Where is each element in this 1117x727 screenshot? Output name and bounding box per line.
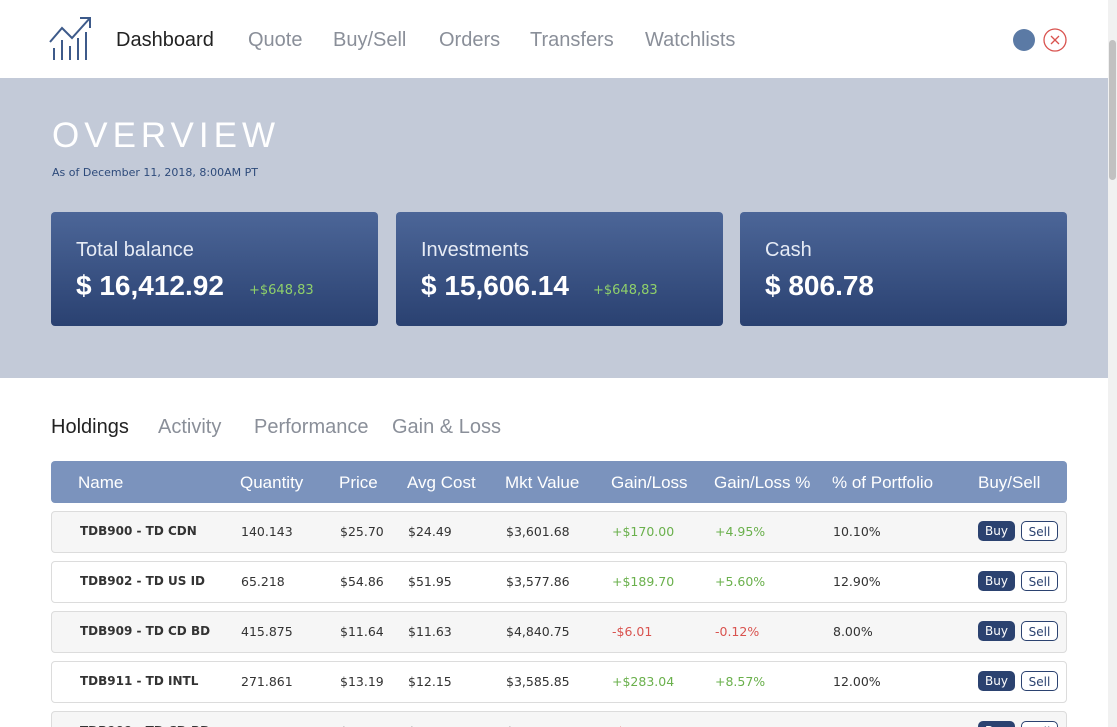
close-button[interactable] — [1043, 28, 1067, 52]
overview-subtitle: As of December 11, 2018, 8:00AM PT — [52, 166, 258, 179]
tab[interactable]: Activity — [158, 416, 222, 438]
card-value: $ 806.78 — [765, 270, 874, 301]
cell: 415.875 — [241, 624, 293, 639]
cell: 10.10% — [833, 524, 881, 539]
cell: 8.00% — [833, 624, 873, 639]
cell: +8.57% — [715, 674, 766, 689]
sell-button[interactable]: Sell — [1021, 521, 1058, 541]
cell: $24.49 — [408, 524, 452, 539]
card-change: +$648,83 — [593, 283, 658, 298]
column-header: Buy/Sell — [978, 473, 1041, 492]
buy-button[interactable]: Buy — [978, 671, 1015, 691]
sell-button[interactable]: Sell — [1021, 621, 1058, 641]
nav-item[interactable]: Watchlists — [645, 29, 736, 51]
cell: -$6.01 — [612, 724, 652, 727]
column-header: Quantity — [240, 473, 304, 492]
table-row: TDB909 - TD CD BD 415.875 $11.64 $11.63 $4,8… — [51, 611, 1067, 653]
cell: +5.60% — [715, 574, 766, 589]
cell: +4.95% — [715, 524, 766, 539]
cell: $3,585.85 — [506, 674, 570, 689]
cell: $11.64 — [340, 724, 384, 727]
cell: 65.218 — [241, 574, 285, 589]
card-value: $ 15,606.14 — [421, 270, 569, 301]
cell: TDB900 - TD CDN — [80, 524, 197, 538]
scrollbar[interactable] — [1108, 0, 1117, 727]
table-row: TDB909 - TD CD BD 415.875 $11.64 $11.63 $4,8… — [51, 711, 1067, 727]
table-row: TDB902 - TD US ID 65.218 $54.86 $51.95 $3,57… — [51, 561, 1067, 603]
cell: -0.12% — [715, 724, 759, 727]
cell: -$6.01 — [612, 624, 653, 639]
cell: 8.00% — [833, 724, 873, 727]
cell: 12.90% — [833, 574, 881, 589]
column-header: Avg Cost — [407, 473, 476, 492]
card-label: Total balance — [76, 239, 194, 261]
cell: TDB909 - TD CD BD — [80, 624, 211, 638]
cell: -0.12% — [715, 624, 760, 639]
nav-item[interactable]: Transfers — [530, 29, 614, 51]
cell: $11.63 — [408, 724, 452, 727]
tab[interactable]: Holdings — [51, 416, 129, 438]
buy-button[interactable]: Buy — [978, 621, 1015, 641]
balance-card: Cash $ 806.78 — [740, 212, 1067, 326]
buy-button[interactable]: Buy — [978, 721, 1015, 727]
cell: $3,601.68 — [506, 524, 570, 539]
column-header: Name — [78, 473, 124, 492]
cell: $11.64 — [340, 624, 384, 639]
tab[interactable]: Gain & Loss — [392, 416, 501, 438]
cell: +$189.70 — [612, 574, 675, 589]
balance-card: Investments $ 15,606.14 +$648,83 — [396, 212, 723, 326]
cell: $11.63 — [408, 624, 452, 639]
sell-button[interactable]: Sell — [1021, 721, 1058, 727]
cell: TDB911 - TD INTL — [80, 674, 199, 688]
balance-card: Total balance $ 16,412.92 +$648,83 — [51, 212, 378, 326]
header-icons — [1013, 28, 1067, 52]
cell: $25.70 — [340, 524, 384, 539]
column-header: Price — [339, 473, 378, 492]
cell: TDB902 - TD US ID — [80, 574, 205, 588]
nav-item[interactable]: Quote — [248, 29, 303, 51]
cell: $4,840.75 — [506, 624, 570, 639]
card-value: $ 16,412.92 — [76, 270, 224, 301]
cell: 12.00% — [833, 674, 881, 689]
column-header: Mkt Value — [505, 473, 580, 492]
logo — [49, 17, 91, 60]
nav-item[interactable]: Orders — [439, 29, 501, 51]
cell: +$170.00 — [612, 524, 675, 539]
cell: 140.143 — [241, 524, 293, 539]
cell: $4,840.75 — [506, 724, 570, 727]
nav-item[interactable]: Dashboard — [116, 29, 214, 51]
cell: $3,577.86 — [506, 574, 570, 589]
card-change: +$648,83 — [249, 283, 314, 298]
cell: $13.19 — [340, 674, 384, 689]
sell-button[interactable]: Sell — [1021, 671, 1058, 691]
tab[interactable]: Performance — [254, 416, 369, 438]
column-header: Gain/Loss — [611, 473, 688, 492]
cell: 271.861 — [241, 674, 293, 689]
table-header: Name Quantity Price Avg Cost Mkt Value Gain/L… — [51, 461, 1067, 503]
buy-button[interactable]: Buy — [978, 521, 1015, 541]
table-row: TDB900 - TD CDN 140.143 $25.70 $24.49 $3,601… — [51, 511, 1067, 553]
sell-button[interactable]: Sell — [1021, 571, 1058, 591]
cell: TDB909 - TD CD BD — [80, 724, 210, 727]
table-row: TDB911 - TD INTL 271.861 $13.19 $12.15 $3,58… — [51, 661, 1067, 703]
avatar[interactable] — [1013, 29, 1035, 51]
cell: +$283.04 — [612, 674, 675, 689]
cell: $12.15 — [408, 674, 452, 689]
cell: $54.86 — [340, 574, 384, 589]
nav-item[interactable]: Buy/Sell — [333, 29, 407, 51]
card-label: Investments — [421, 239, 529, 261]
cell: 415.875 — [241, 724, 293, 727]
column-header: Gain/Loss % — [714, 473, 811, 492]
cell: $51.95 — [408, 574, 452, 589]
buy-button[interactable]: Buy — [978, 571, 1015, 591]
overview-title: OVERVIEW — [52, 116, 281, 155]
column-header: % of Portfolio — [832, 473, 934, 492]
card-label: Cash — [765, 239, 812, 261]
